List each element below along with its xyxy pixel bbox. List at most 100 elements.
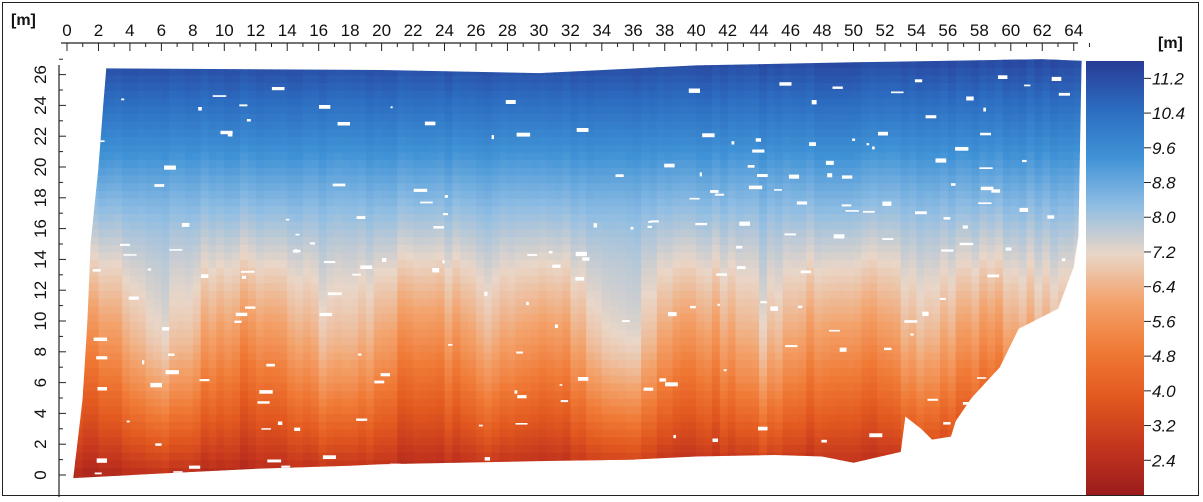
heatmap-cell [287, 375, 296, 384]
heatmap-cell [232, 283, 241, 292]
heatmap-cell [397, 152, 406, 161]
heatmap-cell [476, 236, 485, 245]
heatmap-cell [248, 206, 257, 215]
heatmap-cell [696, 452, 705, 461]
heatmap-cell [429, 360, 438, 369]
heatmap-cell [531, 121, 540, 130]
heatmap-cell [311, 167, 320, 176]
heatmap-cell [138, 298, 147, 307]
heatmap-cell [334, 113, 343, 122]
heatmap-cell [618, 306, 627, 315]
heatmap-cell [445, 367, 454, 376]
heatmap-cell [169, 413, 178, 422]
heatmap-cell [641, 229, 650, 238]
heatmap-cell [106, 383, 115, 392]
heatmap-cell [468, 67, 477, 76]
heatmap-cell [256, 175, 265, 184]
heatmap-cell [146, 475, 155, 484]
heatmap-cell [185, 421, 194, 430]
heatmap-cell [421, 344, 430, 353]
heatmap-cell [83, 344, 92, 353]
heatmap-cell [327, 252, 336, 261]
heatmap-cell [563, 421, 572, 430]
heatmap-cell [633, 144, 642, 153]
heatmap-cell [445, 383, 454, 392]
heatmap-cell [484, 421, 493, 430]
heatmap-cell [728, 244, 737, 253]
heatmap-cell [578, 98, 587, 107]
heatmap-cell [728, 336, 737, 345]
heatmap-cell [122, 213, 131, 222]
heatmap-cell [311, 283, 320, 292]
heatmap-cell [445, 152, 454, 161]
heatmap-cell [728, 59, 737, 67]
heatmap-cell [736, 167, 745, 176]
heatmap-cell [500, 452, 509, 461]
heatmap-cell [555, 198, 564, 207]
heatmap-cell [397, 75, 406, 84]
heatmap-cell [681, 444, 690, 453]
heatmap-cell [468, 429, 477, 438]
heatmap-cell [563, 298, 572, 307]
heatmap-cell [216, 475, 225, 484]
heatmap-cell [688, 290, 697, 299]
heatmap-cell [468, 298, 477, 307]
heatmap-cell [507, 129, 516, 138]
heatmap-cell [728, 82, 737, 91]
heatmap-cell [99, 236, 108, 245]
heatmap-cell [523, 167, 532, 176]
heatmap-cell [610, 313, 619, 322]
heatmap-cell [720, 329, 729, 338]
heatmap-cell [248, 390, 257, 399]
heatmap-cell [358, 236, 367, 245]
heatmap-cell [67, 290, 76, 299]
heatmap-cell [154, 244, 163, 253]
heatmap-cell [67, 98, 76, 107]
heatmap-cell [476, 213, 485, 222]
heatmap-cell [547, 375, 556, 384]
heatmap-cell [633, 375, 642, 384]
heatmap-cell [633, 367, 642, 376]
heatmap-cell [625, 475, 634, 484]
heatmap-cell [563, 352, 572, 361]
heatmap-cell [704, 252, 713, 261]
heatmap-cell [681, 344, 690, 353]
heatmap-cell [413, 290, 422, 299]
heatmap-cell [547, 167, 556, 176]
heatmap-cell [342, 159, 351, 168]
heatmap-cell [578, 306, 587, 315]
heatmap-cell [382, 398, 391, 407]
heatmap-cell [342, 129, 351, 138]
heatmap-cell [185, 437, 194, 446]
heatmap-cell [75, 329, 84, 338]
heatmap-cell [405, 229, 414, 238]
heatmap-cell [421, 275, 430, 284]
heatmap-cell [366, 129, 375, 138]
heatmap-cell [452, 336, 461, 345]
heatmap-cell [563, 152, 572, 161]
heatmap-cell [657, 283, 666, 292]
heatmap-cell [476, 283, 485, 292]
heatmap-cell [209, 290, 218, 299]
heatmap-cell [405, 283, 414, 292]
heatmap-cell [539, 367, 548, 376]
heatmap-cell [161, 475, 170, 484]
heatmap-cell [216, 75, 225, 84]
heatmap-cell [507, 59, 516, 67]
heatmap-cell [594, 159, 603, 168]
heatmap-cell [547, 82, 556, 91]
heatmap-cell [264, 275, 273, 284]
heatmap-cell [319, 329, 328, 338]
heatmap-cell [602, 229, 611, 238]
heatmap-cell [736, 252, 745, 261]
heatmap-cell [216, 306, 225, 315]
heatmap-cell [358, 129, 367, 138]
heatmap-cell [122, 129, 131, 138]
heatmap-cell [256, 152, 265, 161]
heatmap-cell [594, 383, 603, 392]
heatmap-cell [688, 129, 697, 138]
heatmap-cell [122, 429, 131, 438]
heatmap-cell [688, 398, 697, 407]
heatmap-cell [169, 121, 178, 130]
heatmap-cell [578, 167, 587, 176]
